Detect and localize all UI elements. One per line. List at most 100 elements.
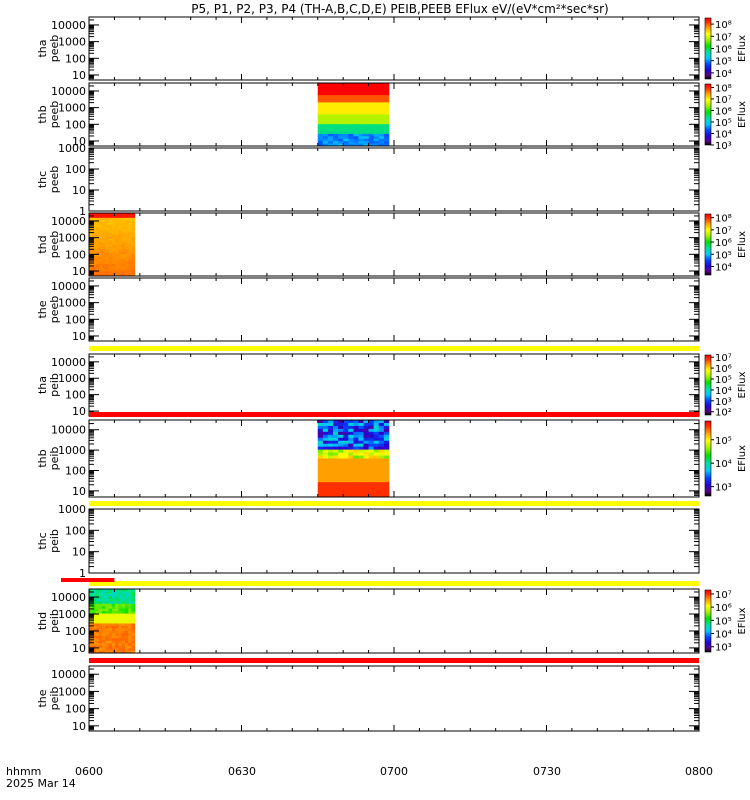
spectrogram-cell: [102, 640, 106, 644]
spectrogram-cell: [363, 437, 369, 442]
ytick-label-3: 10000: [51, 668, 86, 681]
spectrogram-cell: [95, 254, 100, 258]
spectrogram-cell: [353, 97, 359, 101]
spectrogram-cell: [353, 431, 359, 436]
spectrogram-cell: [131, 593, 136, 597]
colorbar-label: EFlux: [737, 101, 748, 128]
time-axis: 0600 0630 0700 0730 0800 hhmm 2025 Mar 1…: [6, 765, 713, 790]
spectrogram-cell: [363, 470, 369, 474]
spectrogram-cell: [92, 222, 96, 226]
colorbar-label: EFlux: [737, 231, 748, 258]
spectrogram-cell: [338, 121, 344, 125]
spectrogram-cell: [327, 95, 334, 98]
spectrogram-cell: [333, 92, 339, 96]
spectrogram-cell: [343, 482, 349, 486]
spectrogram-cell: [322, 428, 329, 433]
spectrogram-cell: [108, 239, 113, 243]
spectrogram-cell: [95, 635, 100, 639]
spectrogram-cell: [124, 640, 129, 644]
spectrogram-cell: [333, 482, 339, 486]
spectrogram-cell: [108, 217, 113, 221]
spectrogram-cell: [118, 222, 123, 226]
spectrogram-cell: [363, 138, 369, 142]
spectrogram-cell: [378, 458, 385, 462]
spectrogram-cell: [358, 109, 364, 113]
spectrogram-cell: [121, 598, 126, 602]
spectrogram-cell: [353, 87, 359, 91]
spectrogram-cell: [353, 85, 359, 89]
spectrogram-cell: [98, 608, 103, 612]
spectrogram-cell: [378, 467, 385, 471]
spectrogram-cell: [89, 229, 93, 233]
spectrogram-cell: [327, 129, 334, 132]
colorbar-label: EFlux: [737, 607, 748, 634]
spectrogram-cell: [105, 591, 110, 595]
spectrogram-cell: [348, 114, 354, 118]
spectrogram-cell: [383, 121, 390, 125]
spectrogram-cell: [338, 470, 344, 474]
spectrogram-cell: [317, 104, 324, 108]
spectrogram-cell: [373, 464, 380, 468]
spectrogram-cell: [89, 591, 93, 595]
spectrogram-cell: [89, 268, 93, 272]
spectrogram-cell: [322, 422, 329, 427]
spectrogram-cell: [363, 443, 369, 448]
spectrogram-cell: [333, 467, 339, 471]
spectrogram-cell: [378, 422, 385, 427]
spectrogram-cell: [118, 606, 123, 610]
spectrogram-cell: [343, 85, 349, 89]
spectrogram-cell: [131, 213, 136, 216]
spectrogram-cell: [105, 259, 110, 262]
spectrogram-cell: [333, 131, 339, 135]
spectrogram-cell: [343, 461, 349, 465]
spectrogram-cell: [348, 464, 354, 468]
spectrogram-cell: [348, 467, 354, 471]
spectrogram-cell: [378, 476, 385, 480]
spectrogram-cell: [115, 618, 119, 622]
spectrogram-cell: [105, 261, 110, 265]
spectrogram-cell: [98, 271, 103, 274]
spectrogram-cell: [111, 220, 116, 224]
spectrogram-cell: [338, 104, 344, 108]
status-bar-extra: [61, 578, 115, 582]
spectrogram-cell: [322, 443, 329, 448]
spectrogram-cell: [343, 443, 349, 448]
spectrogram-cell: [322, 114, 329, 118]
spectrogram-cell: [95, 249, 100, 253]
spectrogram-cell: [378, 470, 385, 474]
spectrogram-cell: [338, 443, 344, 448]
spectrogram-cell: [98, 603, 103, 607]
colorbar-label: EFlux: [737, 445, 748, 472]
ytick-label-1: 10: [72, 546, 86, 559]
spectrogram-cell: [92, 625, 96, 629]
spectrogram-cell: [338, 109, 344, 113]
spectrogram-cell: [118, 234, 123, 238]
spectrogram-cell: [373, 491, 380, 495]
spectrogram-cell: [121, 640, 126, 644]
spectrogram-cell: [368, 104, 375, 108]
panel-frame: [88, 82, 700, 147]
spectrogram-cell: [121, 242, 126, 245]
spectrogram-block-0: [317, 83, 390, 147]
spectrogram-cell: [383, 461, 390, 465]
spectrogram-cell: [363, 482, 369, 486]
spectrogram-cell: [353, 440, 359, 445]
spectrogram-cell: [102, 643, 106, 647]
spectrogram-cell: [327, 141, 334, 144]
spectrogram-cell: [363, 131, 369, 135]
spectrogram-cell: [95, 256, 100, 260]
spectrogram-cell: [322, 129, 329, 132]
spectrogram-cell: [378, 449, 385, 453]
spectrogram-cell: [338, 136, 344, 140]
spectrogram-cell: [322, 482, 329, 486]
spectrogram-cell: [317, 136, 324, 140]
spectrogram-cell: [115, 249, 119, 253]
spectrogram-cell: [338, 464, 344, 468]
colorbar-tick-label-4: 10⁷: [715, 95, 732, 106]
spectrogram-cell: [327, 121, 334, 125]
spectrogram-cell: [333, 422, 339, 427]
spectrogram-cell: [383, 97, 390, 101]
spectrogram-cell: [111, 217, 116, 221]
spectrogram-cell: [353, 458, 359, 462]
spectrogram-cell: [338, 85, 344, 89]
